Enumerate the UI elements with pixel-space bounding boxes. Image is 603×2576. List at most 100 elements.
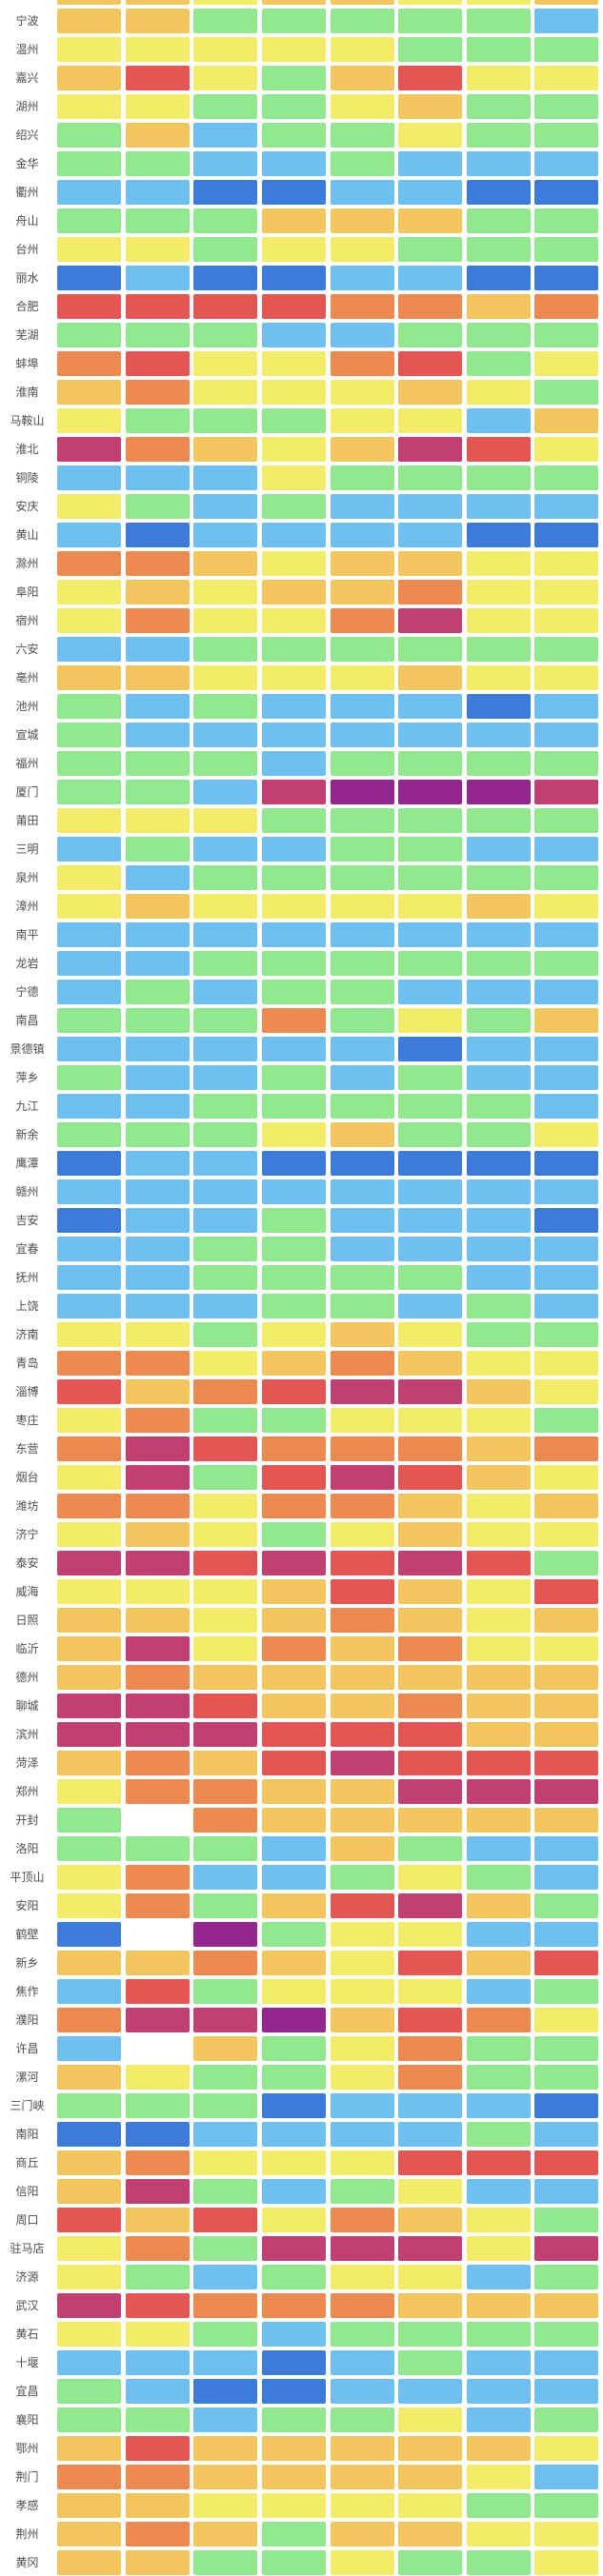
heatmap-cell[interactable] [330, 408, 394, 433]
heatmap-cell[interactable] [330, 1808, 394, 1833]
heatmap-cell[interactable] [534, 1122, 599, 1147]
heatmap-cell[interactable] [57, 2265, 122, 2289]
heatmap-cell[interactable] [261, 608, 326, 633]
heatmap-cell[interactable] [193, 1979, 258, 2004]
heatmap-cell[interactable] [398, 980, 463, 1004]
heatmap-cell[interactable] [57, 2436, 122, 2461]
heatmap-cell[interactable] [466, 466, 531, 490]
heatmap-cell[interactable] [57, 1722, 122, 1747]
heatmap-cell[interactable] [125, 637, 190, 662]
heatmap-cell[interactable] [193, 1094, 258, 1119]
heatmap-cell[interactable] [261, 1665, 326, 1690]
heatmap-cell[interactable] [466, 1751, 531, 1775]
heatmap-cell[interactable] [466, 1694, 531, 1718]
heatmap-cell[interactable] [125, 1722, 190, 1747]
heatmap-cell[interactable] [57, 2093, 122, 2118]
heatmap-cell[interactable] [466, 951, 531, 976]
heatmap-cell[interactable] [125, 1322, 190, 1347]
heatmap-cell[interactable] [193, 523, 258, 547]
heatmap-cell[interactable] [534, 2179, 599, 2204]
heatmap-cell[interactable] [125, 1294, 190, 1318]
heatmap-cell[interactable] [534, 2550, 599, 2575]
heatmap-cell[interactable] [466, 123, 531, 148]
heatmap-cell[interactable] [534, 294, 599, 319]
heatmap-cell[interactable] [534, 266, 599, 290]
heatmap-cell[interactable] [193, 2436, 258, 2461]
heatmap-cell[interactable] [261, 2465, 326, 2489]
heatmap-cell[interactable] [398, 894, 463, 919]
heatmap-cell[interactable] [125, 437, 190, 462]
heatmap-cell[interactable] [534, 180, 599, 205]
heatmap-cell[interactable] [330, 1037, 394, 1061]
heatmap-cell[interactable] [261, 1465, 326, 1490]
heatmap-cell[interactable] [466, 1437, 531, 1461]
heatmap-cell[interactable] [57, 922, 122, 947]
heatmap-cell[interactable] [398, 237, 463, 262]
heatmap-cell[interactable] [261, 237, 326, 262]
heatmap-cell[interactable] [193, 2265, 258, 2289]
heatmap-cell[interactable] [398, 2208, 463, 2232]
heatmap-cell[interactable] [330, 1208, 394, 1233]
heatmap-cell[interactable] [466, 294, 531, 319]
heatmap-cell[interactable] [193, 2293, 258, 2318]
heatmap-cell[interactable] [330, 437, 394, 462]
heatmap-cell[interactable] [534, 980, 599, 1004]
heatmap-cell[interactable] [57, 1294, 122, 1318]
heatmap-cell[interactable] [193, 323, 258, 347]
heatmap-cell[interactable] [261, 1551, 326, 1575]
heatmap-cell[interactable] [330, 1665, 394, 1690]
heatmap-cell[interactable] [466, 1494, 531, 1518]
heatmap-cell[interactable] [193, 2093, 258, 2118]
heatmap-cell[interactable] [398, 323, 463, 347]
heatmap-cell[interactable] [330, 1094, 394, 1119]
heatmap-cell[interactable] [466, 351, 531, 376]
heatmap-cell[interactable] [330, 837, 394, 862]
heatmap-cell[interactable] [330, 37, 394, 62]
heatmap-cell[interactable] [330, 608, 394, 633]
heatmap-cell[interactable] [193, 694, 258, 719]
heatmap-cell[interactable] [398, 1751, 463, 1775]
heatmap-cell[interactable] [398, 2408, 463, 2432]
heatmap-cell[interactable] [125, 323, 190, 347]
heatmap-cell[interactable] [534, 637, 599, 662]
heatmap-cell[interactable] [125, 1094, 190, 1119]
heatmap-cell[interactable] [57, 2350, 122, 2375]
heatmap-cell[interactable] [261, 294, 326, 319]
heatmap-cell[interactable] [57, 1437, 122, 1461]
heatmap-cell[interactable] [398, 2093, 463, 2118]
heatmap-cell[interactable] [466, 1865, 531, 1890]
heatmap-cell[interactable] [57, 2408, 122, 2432]
heatmap-cell[interactable] [57, 1951, 122, 1975]
heatmap-cell[interactable] [534, 2236, 599, 2261]
heatmap-cell[interactable] [261, 1922, 326, 1947]
heatmap-cell[interactable] [261, 351, 326, 376]
heatmap-cell[interactable] [193, 237, 258, 262]
heatmap-cell[interactable] [398, 1951, 463, 1975]
heatmap-cell[interactable] [534, 1094, 599, 1119]
heatmap-cell[interactable] [534, 2493, 599, 2518]
heatmap-cell[interactable] [193, 922, 258, 947]
heatmap-cell[interactable] [330, 694, 394, 719]
heatmap-cell[interactable] [125, 665, 190, 690]
heatmap-cell[interactable] [398, 1237, 463, 1261]
heatmap-cell[interactable] [466, 1893, 531, 1918]
heatmap-cell[interactable] [57, 208, 122, 233]
heatmap-cell[interactable] [534, 694, 599, 719]
heatmap-cell[interactable] [261, 751, 326, 776]
heatmap-cell[interactable] [534, 1351, 599, 1376]
heatmap-cell[interactable] [57, 1094, 122, 1119]
heatmap-cell[interactable] [466, 2322, 531, 2347]
heatmap-cell[interactable] [534, 1951, 599, 1975]
heatmap-cell[interactable] [398, 1037, 463, 1061]
heatmap-cell[interactable] [57, 1665, 122, 1690]
heatmap-cell[interactable] [57, 551, 122, 576]
heatmap-cell[interactable] [534, 1465, 599, 1490]
heatmap-cell[interactable] [57, 1265, 122, 1290]
heatmap-cell[interactable] [330, 66, 394, 90]
heatmap-cell[interactable] [261, 2408, 326, 2432]
heatmap-cell[interactable] [125, 294, 190, 319]
heatmap-cell[interactable] [193, 1551, 258, 1575]
heatmap-cell[interactable] [534, 808, 599, 833]
heatmap-cell[interactable] [261, 323, 326, 347]
heatmap-cell[interactable] [534, 894, 599, 919]
